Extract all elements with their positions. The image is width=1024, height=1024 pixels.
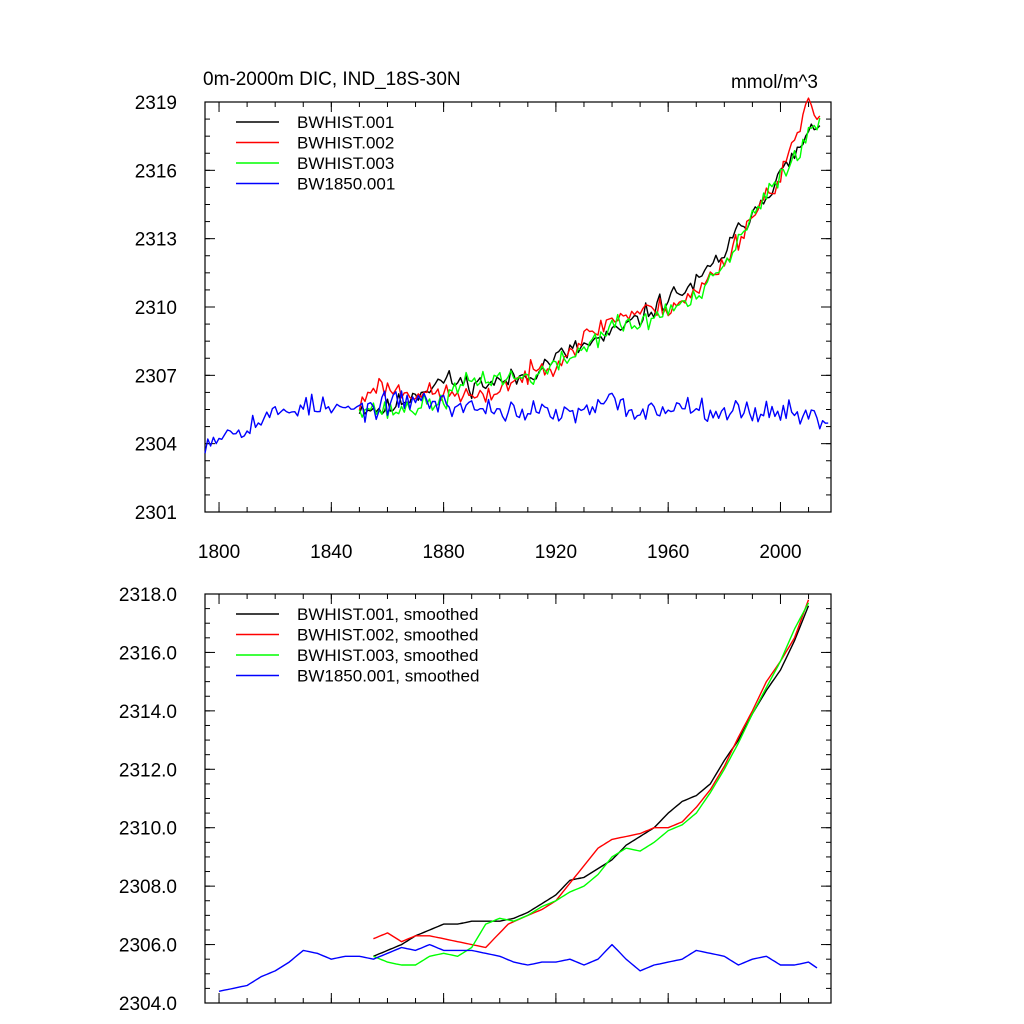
top-plot-area: 2301 2304 2307 2310 2313 2316 2319 1800 1840 1880… [135,93,832,563]
y-tick-label: 2312.0 [119,760,177,781]
top-legend-label-1: BWHIST.002 [297,134,394,153]
bottom-legend-label-2: BWHIST.003, smoothed [297,646,478,665]
x-tick-label: 1840 [310,542,352,563]
top-panel-title: 0m-2000m DIC, IND_18S-30N [203,69,461,90]
x-tick-label: 1880 [422,542,464,563]
top-legend-label-0: BWHIST.001 [297,113,394,132]
bottom-legend-label-1: BWHIST.002, smoothed [297,626,478,645]
bottom-legend-label-0: BWHIST.001, smoothed [297,605,478,624]
y-tick-label: 2313 [135,230,177,251]
top-series-line-0 [358,123,821,415]
y-tick-label: 2310.0 [119,819,177,840]
top-series-line-1 [358,97,821,411]
bottom-series-line-2 [373,602,810,966]
x-tick-label: 2000 [759,542,801,563]
y-tick-label: 2310 [135,298,177,319]
y-tick-label: 2307 [135,366,177,387]
bottom-series-line-1 [373,599,810,949]
top-legend-label-3: BW1850.001 [297,175,395,194]
y-tick-label: 2316.0 [119,643,177,664]
y-tick-label: 2308.0 [119,877,177,898]
top-panel: 0m-2000m DIC, IND_18S-30N mmol/m^3 23012… [135,69,832,563]
top-series-line-3 [204,390,829,454]
bottom-series-line-3 [218,943,818,992]
top-panel-units: mmol/m^3 [731,72,818,93]
y-tick-label: 2318.0 [119,585,177,606]
x-tick-label: 1960 [647,542,689,563]
y-tick-label: 2306.0 [119,936,177,957]
top-legend-label-2: BWHIST.003 [297,154,394,173]
y-tick-label: 2304 [135,435,178,456]
x-tick-label: 1920 [535,542,577,563]
y-tick-label: 2316 [135,161,177,182]
bottom-panel: 2304.0 2306.0 2308.0 2310.0 2312.0 2314.0 2316… [119,585,832,1015]
y-tick-label: 2314.0 [119,702,177,723]
bottom-plot-area: 2304.0 2306.0 2308.0 2310.0 2312.0 2314.0 2316… [119,585,832,1015]
y-tick-label: 2304.0 [119,994,177,1015]
y-tick-label: 2301 [135,503,177,524]
x-tick-label: 1800 [198,542,240,563]
bottom-legend-label-3: BW1850.001, smoothed [297,667,479,686]
y-tick-label: 2319 [135,93,177,114]
top-series-line-2 [358,117,821,419]
